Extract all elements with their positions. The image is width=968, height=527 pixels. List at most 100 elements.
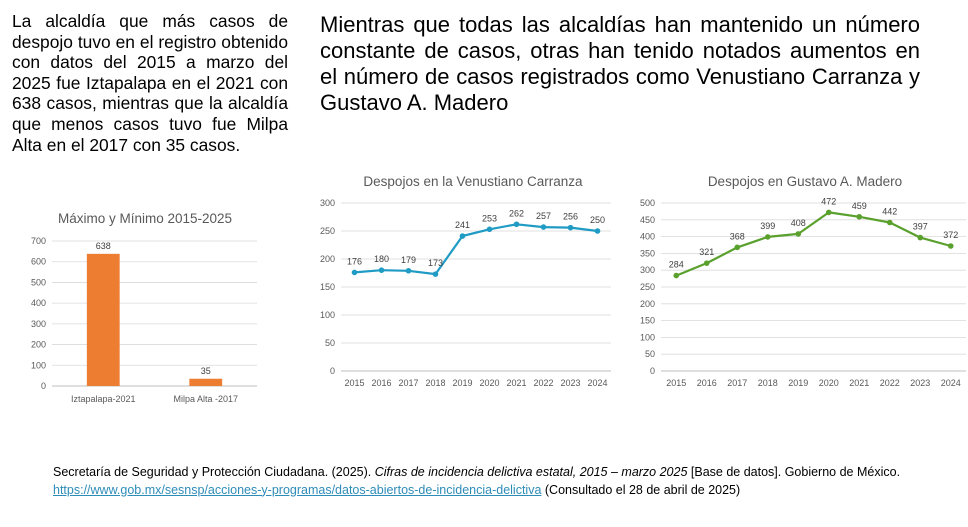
x-tick-label: 2017 — [727, 378, 747, 388]
data-label: 256 — [563, 212, 578, 222]
data-point — [764, 234, 771, 240]
x-tick-label: Milpa Alta -2017 — [173, 394, 238, 404]
citation-part1: Secretaría de Seguridad y Protección Ciu… — [53, 465, 375, 479]
data-label: 321 — [699, 247, 714, 257]
y-tick-label: 100 — [31, 360, 46, 370]
y-tick-label: 100 — [640, 332, 655, 342]
y-tick-label: 500 — [640, 198, 655, 208]
citation-title: Cifras de incidencia delictiva estatal, … — [374, 465, 688, 479]
data-point — [405, 267, 412, 274]
data-point — [486, 226, 493, 233]
x-tick-label: 2019 — [788, 378, 808, 388]
data-label: 397 — [913, 222, 928, 232]
y-tick-label: 200 — [320, 254, 335, 264]
citation-link[interactable]: https://www.gob.mx/sesnsp/acciones-y-pro… — [53, 482, 542, 497]
data-point — [540, 224, 547, 230]
y-tick-label: 0 — [330, 366, 335, 376]
data-label: 399 — [760, 221, 775, 231]
line-chart-venustiano-carranza: Despojos en la Venustiano Carranza 0 50 100… — [320, 174, 611, 388]
y-tick-label: 700 — [31, 236, 46, 246]
y-tick-label: 400 — [640, 232, 655, 242]
data-label: 35 — [201, 366, 211, 376]
data-label: 173 — [428, 258, 443, 268]
x-tick-label: 2024 — [587, 378, 607, 388]
citation: Secretaría de Seguridad y Protección Ciu… — [53, 464, 913, 499]
x-tick-label: 2015 — [344, 378, 364, 388]
y-tick-label: 250 — [320, 226, 335, 236]
y-tick-label: 500 — [31, 277, 46, 287]
y-tick-label: 0 — [650, 366, 655, 376]
data-point — [795, 231, 802, 237]
x-tick-label: 2021 — [849, 378, 869, 388]
y-tick-label: 350 — [640, 248, 655, 258]
line-chart-gustavo-madero: Despojos en Gustavo A. Madero 0 50 100 150 20… — [640, 174, 966, 388]
y-tick-label: 450 — [640, 215, 655, 225]
x-tick-label: 2020 — [819, 378, 839, 388]
data-label: 176 — [347, 256, 362, 266]
data-label: 257 — [536, 211, 551, 221]
data-label: 262 — [509, 208, 524, 218]
y-tick-label: 50 — [645, 349, 655, 359]
x-tick-label: 2015 — [666, 378, 686, 388]
data-label: 250 — [590, 215, 605, 225]
data-point — [351, 269, 358, 276]
data-point — [378, 267, 385, 273]
left-paragraph: La alcaldía que más casos de despojo tuv… — [12, 11, 288, 155]
x-tick-label: 2021 — [506, 378, 526, 388]
y-tick-label: 300 — [31, 319, 46, 329]
y-tick-label: 100 — [320, 310, 335, 320]
data-point — [594, 228, 601, 234]
right-paragraph: Mientras que todas las alcaldías han man… — [320, 12, 920, 115]
data-point — [513, 221, 520, 228]
data-label: 180 — [374, 254, 389, 264]
x-tick-label: 2022 — [533, 378, 553, 388]
data-point — [917, 234, 924, 241]
data-point — [734, 244, 741, 251]
y-tick-label: 0 — [41, 381, 46, 391]
x-tick-label: 2024 — [941, 378, 961, 388]
data-point — [567, 224, 574, 231]
x-tick-label: 2016 — [371, 378, 391, 388]
data-label: 638 — [96, 241, 111, 251]
data-point — [886, 219, 893, 226]
x-tick-label: 2017 — [398, 378, 418, 388]
citation-part2: [Base de datos]. Gobierno de México. — [687, 465, 901, 479]
x-tick-label: 2018 — [758, 378, 778, 388]
data-point — [459, 233, 466, 239]
x-tick-label: 2023 — [560, 378, 580, 388]
x-tick-label: 2020 — [479, 378, 499, 388]
data-label: 372 — [943, 230, 958, 240]
data-label: 442 — [882, 206, 897, 216]
y-tick-label: 400 — [31, 298, 46, 308]
x-tick-label: 2019 — [452, 378, 472, 388]
y-tick-label: 200 — [640, 299, 655, 309]
y-tick-label: 50 — [325, 338, 335, 348]
bar-chart-max-min: Máximo y Mínimo 2015-2025 0 100 200 300 400 50… — [31, 211, 257, 404]
chart-title: Máximo y Mínimo 2015-2025 — [58, 211, 232, 226]
data-point — [432, 271, 439, 277]
y-tick-label: 150 — [640, 316, 655, 326]
data-point — [703, 260, 710, 266]
y-tick-label: 600 — [31, 257, 46, 267]
x-tick-label: 2023 — [910, 378, 930, 388]
data-label: 253 — [482, 213, 497, 223]
data-point — [825, 209, 832, 216]
data-point — [673, 272, 680, 279]
data-label: 241 — [455, 220, 470, 230]
bar — [86, 253, 120, 386]
citation-part3: (Consultado el 28 de abril de 2025) — [541, 482, 741, 497]
data-label: 408 — [791, 218, 806, 228]
y-tick-label: 300 — [640, 265, 655, 275]
data-label: 472 — [821, 196, 836, 206]
x-tick-label: 2016 — [697, 378, 717, 388]
data-label: 459 — [852, 201, 867, 211]
x-tick-label: Iztapalapa-2021 — [71, 394, 136, 404]
data-label: 368 — [730, 231, 745, 241]
series-line — [354, 223, 598, 276]
y-tick-label: 300 — [320, 198, 335, 208]
data-label: 284 — [669, 260, 684, 270]
chart-title: Despojos en Gustavo A. Madero — [708, 174, 902, 189]
y-tick-label: 200 — [31, 340, 46, 350]
bar — [189, 378, 223, 386]
data-point — [856, 213, 863, 220]
